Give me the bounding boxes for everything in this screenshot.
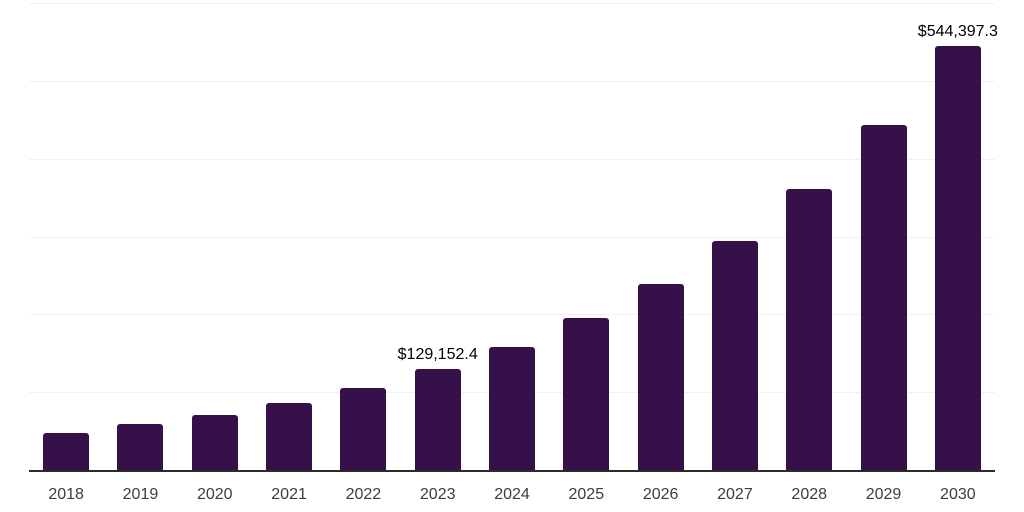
bar-2028: [786, 189, 833, 470]
bar-2023: [414, 369, 461, 470]
bar-2029: [860, 124, 907, 470]
gridline-400000: [29, 158, 995, 160]
bar-2018: [43, 432, 90, 470]
x-tick-label-2028: 2028: [791, 486, 828, 503]
bar-2026: [637, 283, 684, 470]
gridline-500000: [29, 80, 995, 82]
bar-2020: [191, 415, 238, 470]
data-label-2023: $129,152.4: [397, 346, 478, 364]
bar-2030: [934, 46, 981, 470]
bar-2022: [340, 388, 387, 470]
gridline-200000: [29, 314, 995, 316]
gridline-600000: [29, 3, 995, 4]
x-tick-label-2021: 2021: [271, 486, 307, 503]
bar-2027: [711, 241, 758, 470]
x-tick-label-2030: 2030: [940, 486, 976, 503]
x-tick-label-2027: 2027: [717, 486, 753, 503]
bar-2021: [266, 402, 313, 470]
x-tick-label-2029: 2029: [865, 486, 902, 503]
x-tick-label-2020: 2020: [196, 486, 233, 503]
x-tick-label-2025: 2025: [568, 486, 605, 503]
bar-2024: [489, 346, 535, 470]
bar-2025: [563, 318, 610, 470]
x-tick-label-2026: 2026: [642, 486, 679, 503]
data-label-2030: $544,397.3: [917, 23, 998, 41]
bar-2019: [117, 424, 164, 470]
gridline-300000: [29, 236, 995, 238]
x-tick-label-2022: 2022: [345, 486, 382, 503]
x-tick-label-2018: 2018: [48, 486, 84, 503]
x-axis-line: [29, 470, 995, 472]
x-tick-label-2023: 2023: [419, 486, 456, 503]
x-tick-label-2019: 2019: [122, 486, 159, 503]
x-tick-label-2024: 2024: [494, 486, 530, 503]
